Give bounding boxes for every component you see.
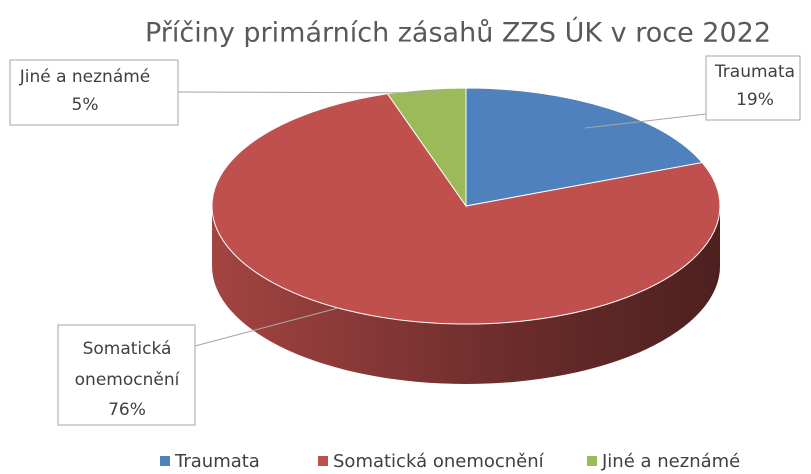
chart-title: Příčiny primárních zásahů ZZS ÚK v roce … — [145, 17, 771, 49]
legend-swatch — [318, 456, 328, 466]
data-label-value: 76% — [108, 400, 146, 420]
legend-label: Traumata — [174, 451, 260, 472]
label-box — [9, 59, 179, 126]
data-label-value: 19% — [736, 90, 774, 110]
legend-swatch — [160, 456, 170, 466]
legend: Traumata Somatická onemocnění Jiné a nezná… — [160, 451, 740, 472]
legend-label: Jiné a neznámé — [601, 451, 740, 472]
leader-line — [177, 91, 441, 94]
slice-top — [211, 93, 721, 325]
data-label-category: Somatická onemocnění — [75, 339, 181, 390]
slice — [465, 87, 704, 207]
slice-top — [386, 87, 467, 208]
slice — [386, 87, 467, 208]
data-label-category: Traumata — [714, 62, 795, 82]
leader-line — [584, 113, 707, 129]
slice-side-shade — [212, 206, 720, 384]
slice — [211, 93, 721, 384]
data-labels: Traumata 19% Somatická onemocnění 76% Jiné a … — [9, 55, 801, 426]
data-label-value: 5% — [72, 95, 99, 115]
pie — [211, 87, 721, 384]
leader-line — [194, 307, 339, 347]
data-label-line: onemocnění — [75, 370, 181, 390]
label-box — [57, 324, 196, 426]
data-label-category: Jiné a neznámé — [19, 67, 151, 87]
legend-label: Somatická onemocnění — [333, 451, 545, 472]
slice-top — [465, 87, 704, 207]
data-label-line: Somatická — [83, 339, 172, 359]
legend-swatch — [587, 456, 597, 466]
label-box — [705, 55, 801, 121]
